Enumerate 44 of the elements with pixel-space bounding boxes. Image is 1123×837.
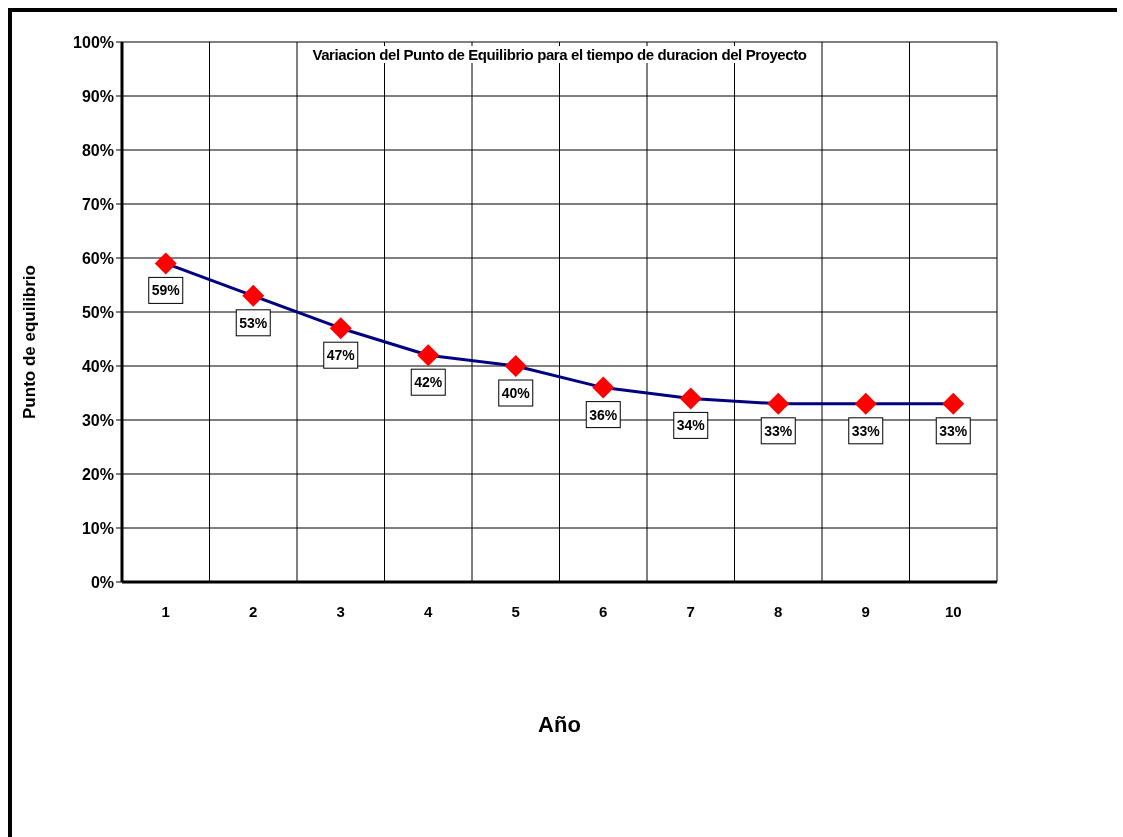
data-label: 47% — [326, 347, 356, 364]
point — [242, 284, 265, 307]
y-tick-label: 50% — [81, 303, 114, 321]
y-axis-title: Punto de equilibrio — [20, 265, 40, 419]
data-label: 36% — [589, 406, 618, 423]
data-label: 42% — [414, 374, 443, 391]
x-tick-label: 7 — [686, 602, 695, 620]
data-label: 59% — [151, 282, 181, 299]
point — [854, 392, 877, 415]
y-tick-label: 90% — [81, 87, 114, 105]
chart-title: Variacion del Punto de Equilibrio para el tiempo de duracion del Proyecto — [309, 46, 810, 63]
y-tick-label: 10% — [81, 519, 114, 537]
point — [417, 344, 440, 367]
x-tick-label: 6 — [599, 602, 608, 620]
y-tick-label: 40% — [81, 357, 114, 375]
x-tick-label: 8 — [774, 602, 783, 620]
x-tick-label: 4 — [424, 602, 434, 620]
y-tick-label: 100% — [73, 33, 114, 51]
point — [767, 392, 790, 415]
data-label: 33% — [939, 422, 968, 439]
data-label: 40% — [501, 385, 531, 401]
x-tick-label: 5 — [511, 602, 520, 620]
y-tick-label: 20% — [81, 465, 114, 483]
point — [154, 252, 177, 275]
x-tick-label: 3 — [336, 602, 345, 620]
y-tick-label: 60% — [81, 249, 114, 267]
y-tick-label: 30% — [81, 411, 114, 429]
x-tick-label: 2 — [249, 602, 258, 620]
y-tick-label: 0% — [90, 573, 114, 591]
x-tick-label: 9 — [861, 602, 870, 620]
data-label: 33% — [764, 422, 793, 439]
point — [592, 376, 615, 399]
data-label: 34% — [676, 417, 706, 434]
point — [329, 317, 352, 340]
y-tick-label: 70% — [81, 195, 114, 213]
data-label: 33% — [851, 422, 881, 439]
x-axis-title: Año — [537, 712, 582, 738]
x-tick-label: 1 — [161, 602, 170, 620]
point — [679, 387, 702, 410]
point — [504, 355, 527, 377]
data-label: 53% — [239, 314, 268, 331]
point — [942, 392, 965, 415]
x-tick-label: 10 — [944, 602, 962, 620]
y-tick-label: 80% — [81, 141, 114, 159]
